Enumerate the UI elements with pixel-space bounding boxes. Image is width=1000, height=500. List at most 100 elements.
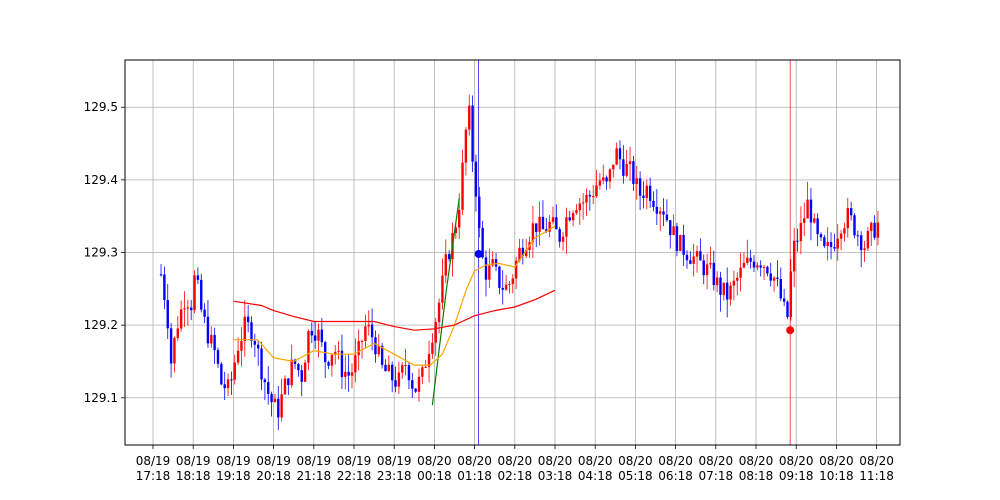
- candle-up: [863, 248, 866, 251]
- candle-down: [320, 329, 324, 343]
- candle-down: [618, 148, 622, 160]
- x-tick-label-date: 08/20: [498, 454, 533, 468]
- candle-up: [789, 271, 793, 318]
- candle-up: [330, 354, 334, 366]
- candle-down: [300, 370, 303, 382]
- candle-down: [384, 364, 387, 372]
- candle-down: [501, 287, 504, 290]
- candle-up: [367, 324, 370, 327]
- x-tick-label-time: 08:18: [739, 469, 774, 483]
- candle-down: [541, 216, 545, 230]
- candle-up: [645, 185, 648, 198]
- candle-up: [876, 222, 880, 238]
- x-tick-label-time: 19:18: [216, 469, 251, 483]
- candle-up: [303, 362, 307, 382]
- candle-up: [695, 251, 699, 257]
- indicator-lines: [233, 197, 556, 406]
- candle-down: [588, 194, 592, 197]
- buy-marker: [474, 249, 483, 258]
- candle-down: [407, 365, 411, 381]
- x-tick-label-time: 10:18: [819, 469, 854, 483]
- candle-up: [870, 222, 873, 232]
- candle-down: [655, 206, 659, 214]
- candle-down: [347, 371, 350, 376]
- candle-down: [622, 159, 625, 176]
- candle-up: [565, 217, 568, 237]
- candle-up: [742, 262, 746, 268]
- candle-up: [598, 180, 602, 186]
- candle-down: [545, 229, 548, 232]
- candle-up: [608, 169, 612, 182]
- candle-up: [746, 257, 749, 263]
- candle-up: [729, 285, 732, 300]
- x-tick-label-date: 08/20: [699, 454, 734, 468]
- candle-up: [585, 194, 588, 203]
- candle-down: [568, 217, 571, 221]
- x-tick-label-time: 23:18: [377, 469, 412, 483]
- x-tick-label-time: 03:18: [538, 469, 573, 483]
- candle-up: [625, 163, 628, 176]
- candle-up: [233, 362, 236, 380]
- x-tick-label-time: 02:18: [498, 469, 533, 483]
- candle-up: [705, 264, 709, 276]
- x-tick-label-date: 08/20: [538, 454, 573, 468]
- candle-down: [478, 196, 481, 228]
- candle-up: [575, 210, 578, 214]
- candle-up: [468, 105, 471, 130]
- candle-up: [672, 226, 675, 236]
- candle-up: [772, 277, 776, 281]
- candle-down: [484, 257, 488, 280]
- candle-up: [792, 240, 796, 272]
- candle-down: [200, 279, 203, 310]
- candle-up: [692, 256, 695, 264]
- moving-average-red: [233, 289, 556, 331]
- x-tick-label-time: 17:18: [136, 469, 171, 483]
- candle-down: [752, 261, 756, 268]
- x-tick-label-date: 08/19: [216, 454, 251, 468]
- candle-up: [679, 234, 682, 251]
- candles: [159, 94, 880, 431]
- candle-down: [313, 335, 317, 341]
- candle-up: [334, 351, 337, 355]
- candle-down: [796, 240, 799, 242]
- x-tick-label-time: 18:18: [176, 469, 211, 483]
- candle-down: [702, 260, 705, 276]
- candle-down: [263, 379, 267, 383]
- candle-up: [531, 223, 535, 243]
- candle-up: [243, 316, 246, 342]
- candle-up: [581, 202, 585, 204]
- candle-up: [417, 376, 421, 392]
- candle-up: [437, 302, 441, 323]
- moving-average-orange: [233, 225, 556, 366]
- candle-down: [159, 274, 163, 276]
- y-axis: 129.1 129.2 129.3 129.4 129.5: [84, 100, 125, 405]
- candle-up: [464, 129, 468, 163]
- candle-down: [712, 262, 715, 285]
- candle-up: [571, 213, 575, 221]
- x-tick-label-time: 09:18: [779, 469, 814, 483]
- x-tick-label-time: 21:18: [297, 469, 332, 483]
- trade-markers: [474, 249, 795, 335]
- candle-down: [642, 195, 645, 198]
- sell-marker: [786, 326, 795, 335]
- x-tick-label-date: 08/19: [337, 454, 372, 468]
- candle-up: [397, 372, 401, 387]
- candle-up: [236, 350, 240, 363]
- x-tick-label-date: 08/20: [618, 454, 653, 468]
- grid-lines: [125, 60, 900, 445]
- x-tick-label-date: 08/20: [739, 454, 774, 468]
- candle-up: [846, 208, 849, 229]
- candle-up: [615, 148, 618, 165]
- candle-down: [689, 260, 692, 264]
- candle-down: [725, 282, 729, 300]
- candle-up: [377, 345, 380, 355]
- candle-up: [732, 280, 736, 286]
- candle-up: [387, 364, 391, 372]
- candle-up: [595, 185, 598, 197]
- x-tick-label-date: 08/20: [779, 454, 814, 468]
- candle-down: [648, 185, 652, 201]
- candle-down: [471, 105, 474, 162]
- y-tick-label: 129.2: [84, 318, 118, 332]
